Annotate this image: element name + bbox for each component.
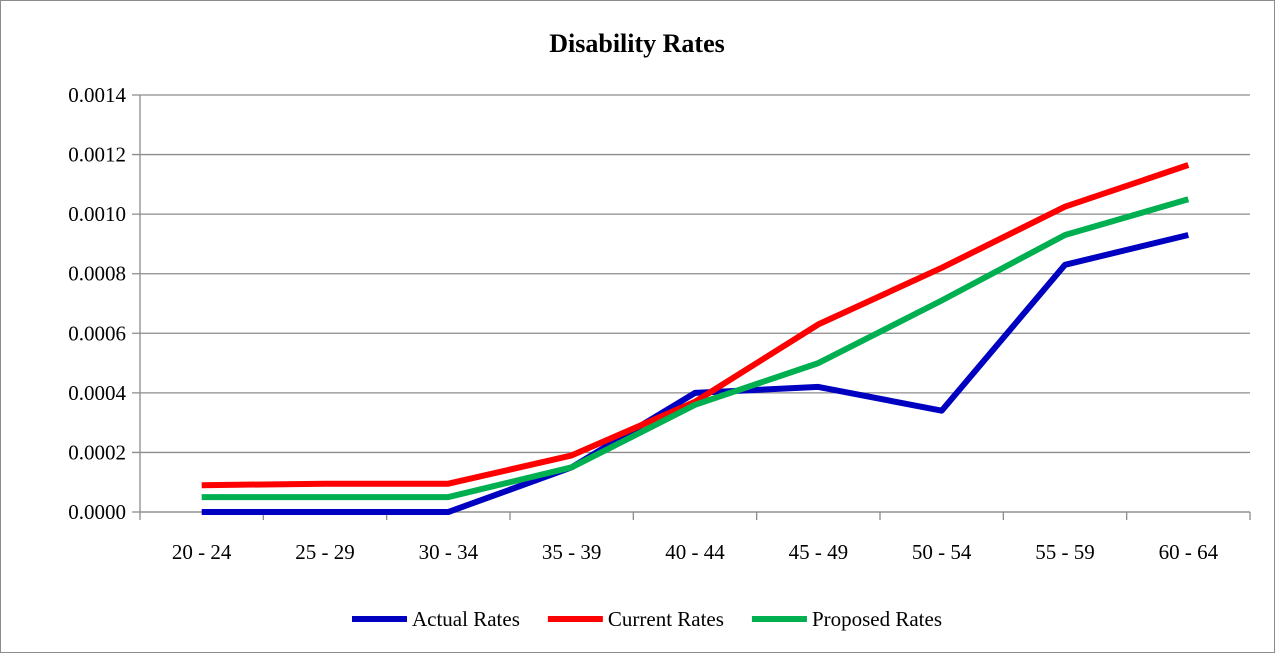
y-tick-label: 0.0014 [68, 83, 126, 107]
x-tick-label: 60 - 64 [1159, 540, 1219, 564]
y-tick-label: 0.0012 [68, 143, 126, 167]
x-tick-label: 45 - 49 [789, 540, 849, 564]
x-tick-label: 35 - 39 [542, 540, 602, 564]
y-tick-label: 0.0004 [68, 381, 126, 405]
series-line-proposed-rates [201, 196, 1190, 501]
x-tick-labels: 20 - 24 25 - 29 30 - 34 35 - 39 40 - 44 45 - … [172, 540, 1219, 564]
x-tick-label: 55 - 59 [1035, 540, 1095, 564]
y-tick-label: 0.0002 [68, 440, 126, 464]
legend-label: Current Rates [608, 607, 724, 631]
chart-title: Disability Rates [549, 29, 725, 58]
series-lines [201, 162, 1190, 515]
x-tick-label: 40 - 44 [665, 540, 725, 564]
x-tick-label: 25 - 29 [295, 540, 355, 564]
series-line-current-rates [201, 162, 1190, 489]
y-tick-labels: 0.0000 0.0002 0.0004 0.0006 0.0008 0.0010 0.00… [68, 83, 126, 524]
y-tick-label: 0.0000 [68, 500, 126, 524]
y-tick-label: 0.0010 [68, 202, 126, 226]
x-tick-label: 30 - 34 [419, 540, 479, 564]
y-tick-label: 0.0006 [68, 321, 126, 345]
gridlines [132, 94, 1250, 513]
legend-label: Proposed Rates [812, 607, 942, 631]
x-tick-label: 20 - 24 [172, 540, 232, 564]
legend: Actual Rates Current Rates Proposed Rates [351, 607, 942, 631]
y-tick-label: 0.0008 [68, 262, 126, 286]
legend-label: Actual Rates [412, 607, 520, 631]
x-tick-label: 50 - 54 [912, 540, 972, 564]
axes [139, 95, 1251, 520]
series-line-actual-rates [201, 232, 1190, 515]
